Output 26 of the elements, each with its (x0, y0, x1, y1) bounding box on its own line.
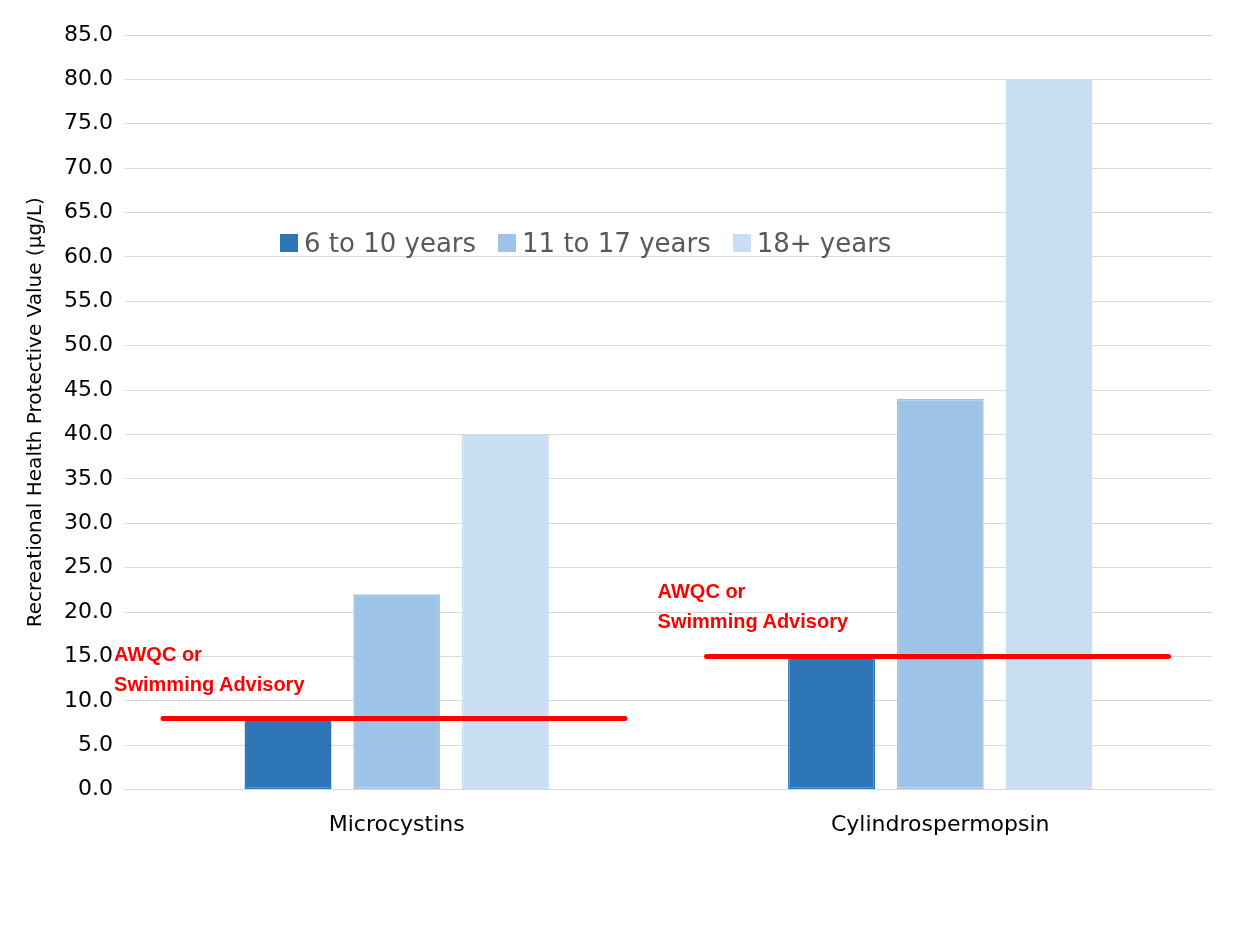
y-tick-label: 30.0 (64, 508, 113, 534)
x-tick-label: Microcystins (328, 810, 465, 836)
y-tick-label: 80.0 (64, 65, 113, 91)
legend-label: 6 to 10 years (304, 228, 477, 258)
y-tick-label: 40.0 (64, 420, 113, 446)
y-axis-title: Recreational Health Protective Value (µg/L) (22, 197, 47, 628)
y-tick-label: 25.0 (64, 553, 113, 579)
y-tick-label: 85.0 (64, 20, 113, 46)
y-tick-label: 55.0 (64, 287, 113, 313)
y-tick-label: 35.0 (64, 464, 113, 490)
x-tick-label: Cylindrospermopsin (830, 810, 1050, 836)
ref-line-label: AWQC or Swimming Advisory (114, 642, 306, 695)
legend-label: 18+ years (756, 228, 892, 258)
y-tick-label: 20.0 (64, 597, 113, 623)
y-tick-label: 60.0 (64, 242, 113, 268)
y-tick-label: 65.0 (64, 198, 113, 224)
y-tick-label: 70.0 (64, 153, 113, 179)
y-tick-label: 10.0 (64, 686, 113, 712)
ref-line-label: AWQC or Swimming Advisory (657, 580, 849, 633)
y-tick-label: 50.0 (64, 331, 113, 357)
legend-label: 11 to 17 years (522, 228, 711, 258)
y-tick-label: 15.0 (64, 642, 113, 668)
y-tick-label: 75.0 (64, 109, 113, 135)
y-tick-label: 45.0 (64, 375, 113, 401)
y-tick-label: 5.0 (77, 730, 113, 756)
y-tick-label: 0.0 (77, 775, 113, 801)
